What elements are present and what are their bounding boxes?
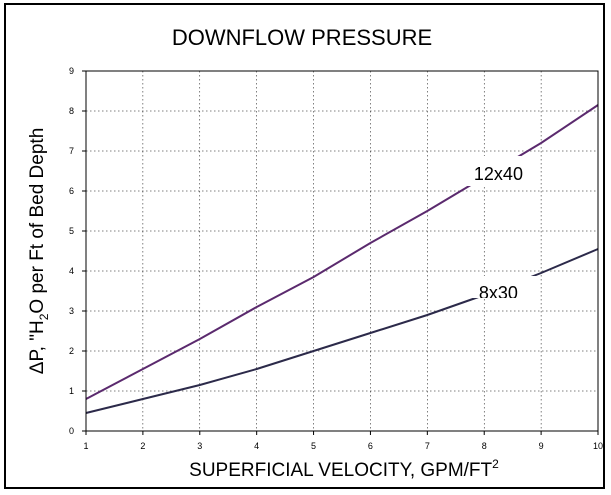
x-tick-label: 4 (254, 441, 259, 451)
y-tick-label: 4 (69, 266, 74, 276)
y-axis-title-subscript: 2 (37, 313, 51, 320)
y-axis-title-post: O per Ft of Bed Depth (27, 128, 48, 314)
series-labels: 12x40 8x30 (460, 156, 537, 303)
x-tick-label: 7 (425, 441, 430, 451)
x-tick-label: 5 (311, 441, 316, 451)
y-tick-label: 6 (69, 186, 74, 196)
grid (82, 70, 599, 435)
x-tick-label: 8 (482, 441, 487, 451)
series-line-8x30 (85, 248, 599, 414)
series-label-box (460, 276, 537, 298)
y-axis-title: ΔP, "H2O per Ft of Bed Depth (27, 128, 51, 375)
series-line-12x40 (85, 104, 599, 400)
y-tick-label: 3 (69, 306, 74, 316)
x-tick-label: 2 (140, 441, 145, 451)
y-axis-title-pre: ΔP, "H (27, 320, 48, 374)
x-tick-label: 10 (593, 441, 603, 451)
series-label-12x40: 12x40 (474, 164, 523, 184)
y-tick-label: 7 (69, 146, 74, 156)
y-tick-label: 5 (69, 226, 74, 236)
series-label-box (460, 156, 537, 186)
chart-canvas: DOWNFLOW PRESSURE 1 2 3 4 5 6 7 8 9 10 0123456789… (27, 25, 603, 481)
y-tick-label: 9 (69, 66, 74, 76)
x-axis-title-superscript: 2 (492, 457, 499, 471)
x-tick-label: 1 (83, 441, 88, 451)
series-label-8x30: 8x30 (479, 283, 518, 303)
y-tick-labels: 0 1 2 3 4 5 6 7 8 9 (69, 66, 74, 436)
y-tick-label: 2 (69, 346, 74, 356)
x-axis-title-main: SUPERFICIAL VELOCITY, GPM/FT (189, 460, 492, 481)
y-tick-label: 0 (69, 426, 74, 436)
x-tick-label: 6 (368, 441, 373, 451)
plot-border (85, 70, 599, 432)
x-tick-labels: 1 2 3 4 5 6 7 8 9 10 (83, 441, 603, 451)
chart-title: DOWNFLOW PRESSURE (172, 25, 432, 50)
y-tick-label: 1 (69, 386, 74, 396)
y-tick-label: 8 (69, 106, 74, 116)
x-tick-label: 3 (197, 441, 202, 451)
x-axis-title: SUPERFICIAL VELOCITY, GPM/FT2 (189, 457, 499, 481)
x-tick-label: 9 (539, 441, 544, 451)
